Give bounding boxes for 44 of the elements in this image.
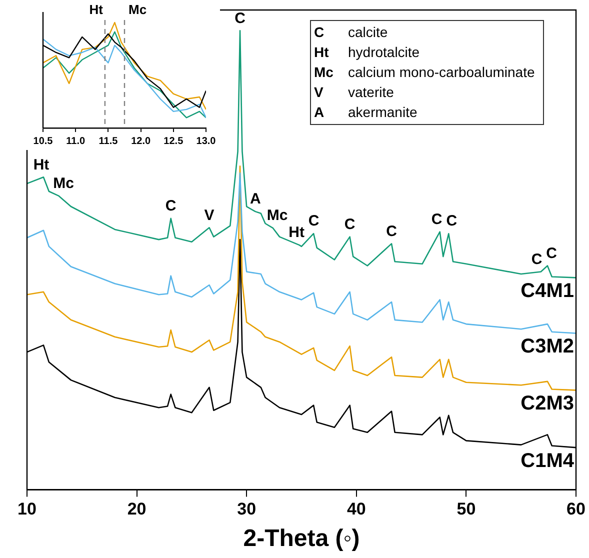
- ref-line-label: Mc: [128, 2, 147, 18]
- annotation: V: [204, 206, 214, 224]
- x-tick-label: 13.0: [196, 136, 216, 147]
- annotation: C: [234, 10, 246, 27]
- annotation: calcium mono-carboaluminate: [348, 63, 535, 82]
- series-label: C1M4: [520, 450, 575, 472]
- annotation: C: [314, 23, 326, 42]
- annotation: C: [446, 212, 458, 230]
- annotation: vaterite: [348, 83, 395, 102]
- ref-line-label: Ht: [89, 2, 104, 18]
- annotation: C: [531, 250, 542, 268]
- annotation: C: [386, 222, 398, 240]
- series-label: C2M3: [520, 392, 574, 415]
- annotation: Ht: [288, 224, 304, 242]
- x-tick-label: 60: [566, 500, 586, 519]
- series-label: C4M1: [520, 280, 574, 302]
- annotation: Mc: [266, 207, 288, 224]
- x-tick-label: 40: [346, 500, 366, 519]
- annotation: Mc: [53, 175, 74, 192]
- x-tick-label: 20: [127, 500, 146, 519]
- annotation: akermanite: [348, 103, 418, 122]
- x-tick-label: 10: [18, 500, 36, 519]
- annotation: A: [314, 103, 326, 122]
- annotation: Ht: [314, 43, 330, 62]
- annotation: C: [165, 198, 176, 215]
- x-tick-label: 11.5: [98, 136, 118, 147]
- x-tick-label: 30: [237, 500, 256, 519]
- annotation: Ht: [33, 156, 50, 174]
- x-tick-label: 50: [456, 500, 476, 519]
- annotation: calcite: [348, 23, 389, 42]
- x-tick-label: 10.5: [33, 136, 54, 147]
- annotation: V: [314, 83, 324, 102]
- annotation: hydrotalcite: [348, 43, 421, 62]
- annotation: A: [250, 190, 261, 208]
- annotation: C: [308, 212, 320, 230]
- x-tick-label: 12.0: [131, 136, 151, 147]
- annotation: Mc: [314, 63, 334, 82]
- x-tick-label: 11.0: [66, 136, 86, 147]
- series-label: C3M2: [520, 336, 574, 358]
- x-axis-title: 2-Theta (◦): [243, 525, 360, 552]
- annotation: C: [344, 216, 356, 233]
- annotation: C: [431, 210, 442, 228]
- x-tick-label: 12.5: [164, 136, 184, 147]
- annotation: C: [546, 244, 558, 262]
